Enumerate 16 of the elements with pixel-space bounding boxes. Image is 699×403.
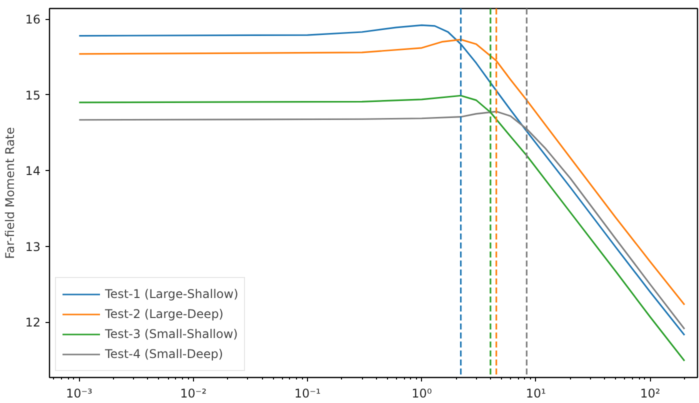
y-tick-label: 15 [25, 88, 41, 102]
legend-label: Test-2 (Large-Deep) [105, 307, 224, 321]
x-tick-label: 10⁻¹ [294, 386, 321, 400]
x-tick-label: 10² [640, 386, 660, 400]
x-tick-label: 10¹ [526, 386, 546, 400]
y-tick-label: 14 [25, 164, 41, 178]
legend-label: Test-3 (Small-Shallow) [105, 327, 238, 341]
y-tick-label: 12 [25, 316, 41, 330]
y-tick-label: 16 [25, 12, 41, 27]
legend-label: Test-1 (Large-Shallow) [105, 287, 238, 301]
x-tick-label: 10⁻³ [66, 386, 93, 400]
x-tick-label: 10⁻² [180, 386, 207, 400]
y-tick-label: 13 [25, 240, 41, 254]
y-axis-title: Far-field Moment Rate [3, 127, 18, 259]
x-tick-label: 10⁰ [412, 386, 432, 400]
legend-label: Test-4 (Small-Deep) [105, 347, 224, 361]
